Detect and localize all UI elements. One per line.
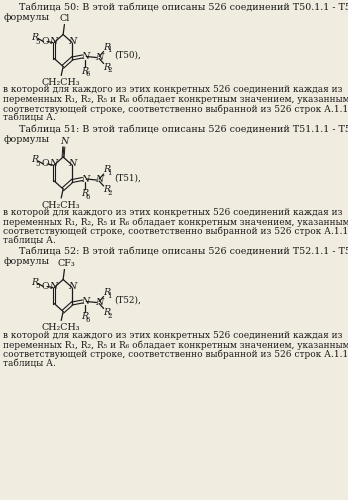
Text: R: R xyxy=(103,63,110,72)
Text: R: R xyxy=(81,67,88,76)
Text: 2: 2 xyxy=(107,312,112,320)
Text: N: N xyxy=(49,282,57,291)
Text: (Т52),: (Т52), xyxy=(114,296,141,305)
Text: в которой для каждого из этих конкретных 526 соединений каждая из: в которой для каждого из этих конкретных… xyxy=(3,330,343,340)
Text: R: R xyxy=(31,156,38,164)
Text: в которой для каждого из этих конкретных 526 соединений каждая из: в которой для каждого из этих конкретных… xyxy=(3,208,343,217)
Text: 6: 6 xyxy=(85,70,90,78)
Text: R: R xyxy=(31,33,38,42)
Text: таблицы А.: таблицы А. xyxy=(3,114,56,123)
Text: R: R xyxy=(31,278,38,287)
Text: формулы: формулы xyxy=(3,258,49,266)
Text: CH₂CH₃: CH₂CH₃ xyxy=(42,78,80,87)
Text: R: R xyxy=(81,190,88,198)
Text: соответствующей строке, соответственно выбранной из 526 строк А.1.1 - А.1.526: соответствующей строке, соответственно в… xyxy=(3,104,348,114)
Text: N: N xyxy=(95,53,103,62)
Text: R: R xyxy=(81,312,88,321)
Text: 1: 1 xyxy=(107,46,112,54)
Text: (Т50),: (Т50), xyxy=(114,51,141,60)
Text: переменных R₁, R₂, R₅ и R₆ обладает конкретным значением, указанным в: переменных R₁, R₂, R₅ и R₆ обладает конк… xyxy=(3,340,348,349)
Text: 1: 1 xyxy=(107,169,112,177)
Text: переменных R₁, R₂, R₅ и R₆ обладает конкретным значением, указанным в: переменных R₁, R₂, R₅ и R₆ обладает конк… xyxy=(3,95,348,104)
Text: соответствующей строке, соответственно выбранной из 526 строк А.1.1 - А.1.526: соответствующей строке, соответственно в… xyxy=(3,227,348,236)
Text: 6: 6 xyxy=(85,193,90,201)
Text: 6: 6 xyxy=(85,316,90,324)
Text: 1: 1 xyxy=(107,292,112,300)
Text: N: N xyxy=(81,297,89,306)
Text: N: N xyxy=(69,282,77,291)
Text: CH₂CH₃: CH₂CH₃ xyxy=(42,200,80,209)
Text: в которой для каждого из этих конкретных 526 соединений каждая из: в которой для каждого из этих конкретных… xyxy=(3,86,343,94)
Text: N: N xyxy=(95,176,103,184)
Text: N: N xyxy=(69,37,77,46)
Text: таблицы А.: таблицы А. xyxy=(3,236,56,246)
Text: R: R xyxy=(103,43,110,52)
Text: O: O xyxy=(41,37,49,46)
Text: CH₂CH₃: CH₂CH₃ xyxy=(42,323,80,332)
Text: N: N xyxy=(60,136,69,145)
Text: 2: 2 xyxy=(107,66,112,74)
Text: 5: 5 xyxy=(35,282,40,290)
Text: формулы: формулы xyxy=(3,12,49,22)
Text: соответствующей строке, соответственно выбранной из 526 строк А.1.1 - А.1.526: соответствующей строке, соответственно в… xyxy=(3,350,348,359)
Text: 2: 2 xyxy=(107,189,112,197)
Text: R: R xyxy=(103,186,110,194)
Text: (Т51),: (Т51), xyxy=(114,174,141,182)
Text: N: N xyxy=(49,37,57,46)
Text: O: O xyxy=(41,160,49,168)
Text: N: N xyxy=(81,174,89,184)
Text: N: N xyxy=(69,160,77,168)
Text: N: N xyxy=(81,52,89,61)
Text: Таблица 52: В этой таблице описаны 526 соединений Т52.1.1 - Т52.1.526: Таблица 52: В этой таблице описаны 526 с… xyxy=(19,248,348,257)
Text: Cl: Cl xyxy=(60,14,70,23)
Text: R: R xyxy=(103,166,110,174)
Text: R: R xyxy=(103,288,110,297)
Text: формулы: формулы xyxy=(3,135,49,144)
Text: N: N xyxy=(95,298,103,307)
Text: переменных R₁, R₂, R₅ и R₆ обладает конкретным значением, указанным в: переменных R₁, R₂, R₅ и R₆ обладает конк… xyxy=(3,218,348,227)
Text: CF₃: CF₃ xyxy=(57,259,75,268)
Text: таблицы А.: таблицы А. xyxy=(3,359,56,368)
Text: 5: 5 xyxy=(35,38,40,46)
Text: N: N xyxy=(49,160,57,168)
Text: 5: 5 xyxy=(35,160,40,168)
Text: R: R xyxy=(103,308,110,317)
Text: Таблица 51: В этой таблице описаны 526 соединений Т51.1.1 - Т51.1.526: Таблица 51: В этой таблице описаны 526 с… xyxy=(19,126,348,134)
Text: Таблица 50: В этой таблице описаны 526 соединений Т50.1.1 - Т50.1.526: Таблица 50: В этой таблице описаны 526 с… xyxy=(19,3,348,12)
Text: O: O xyxy=(41,282,49,291)
